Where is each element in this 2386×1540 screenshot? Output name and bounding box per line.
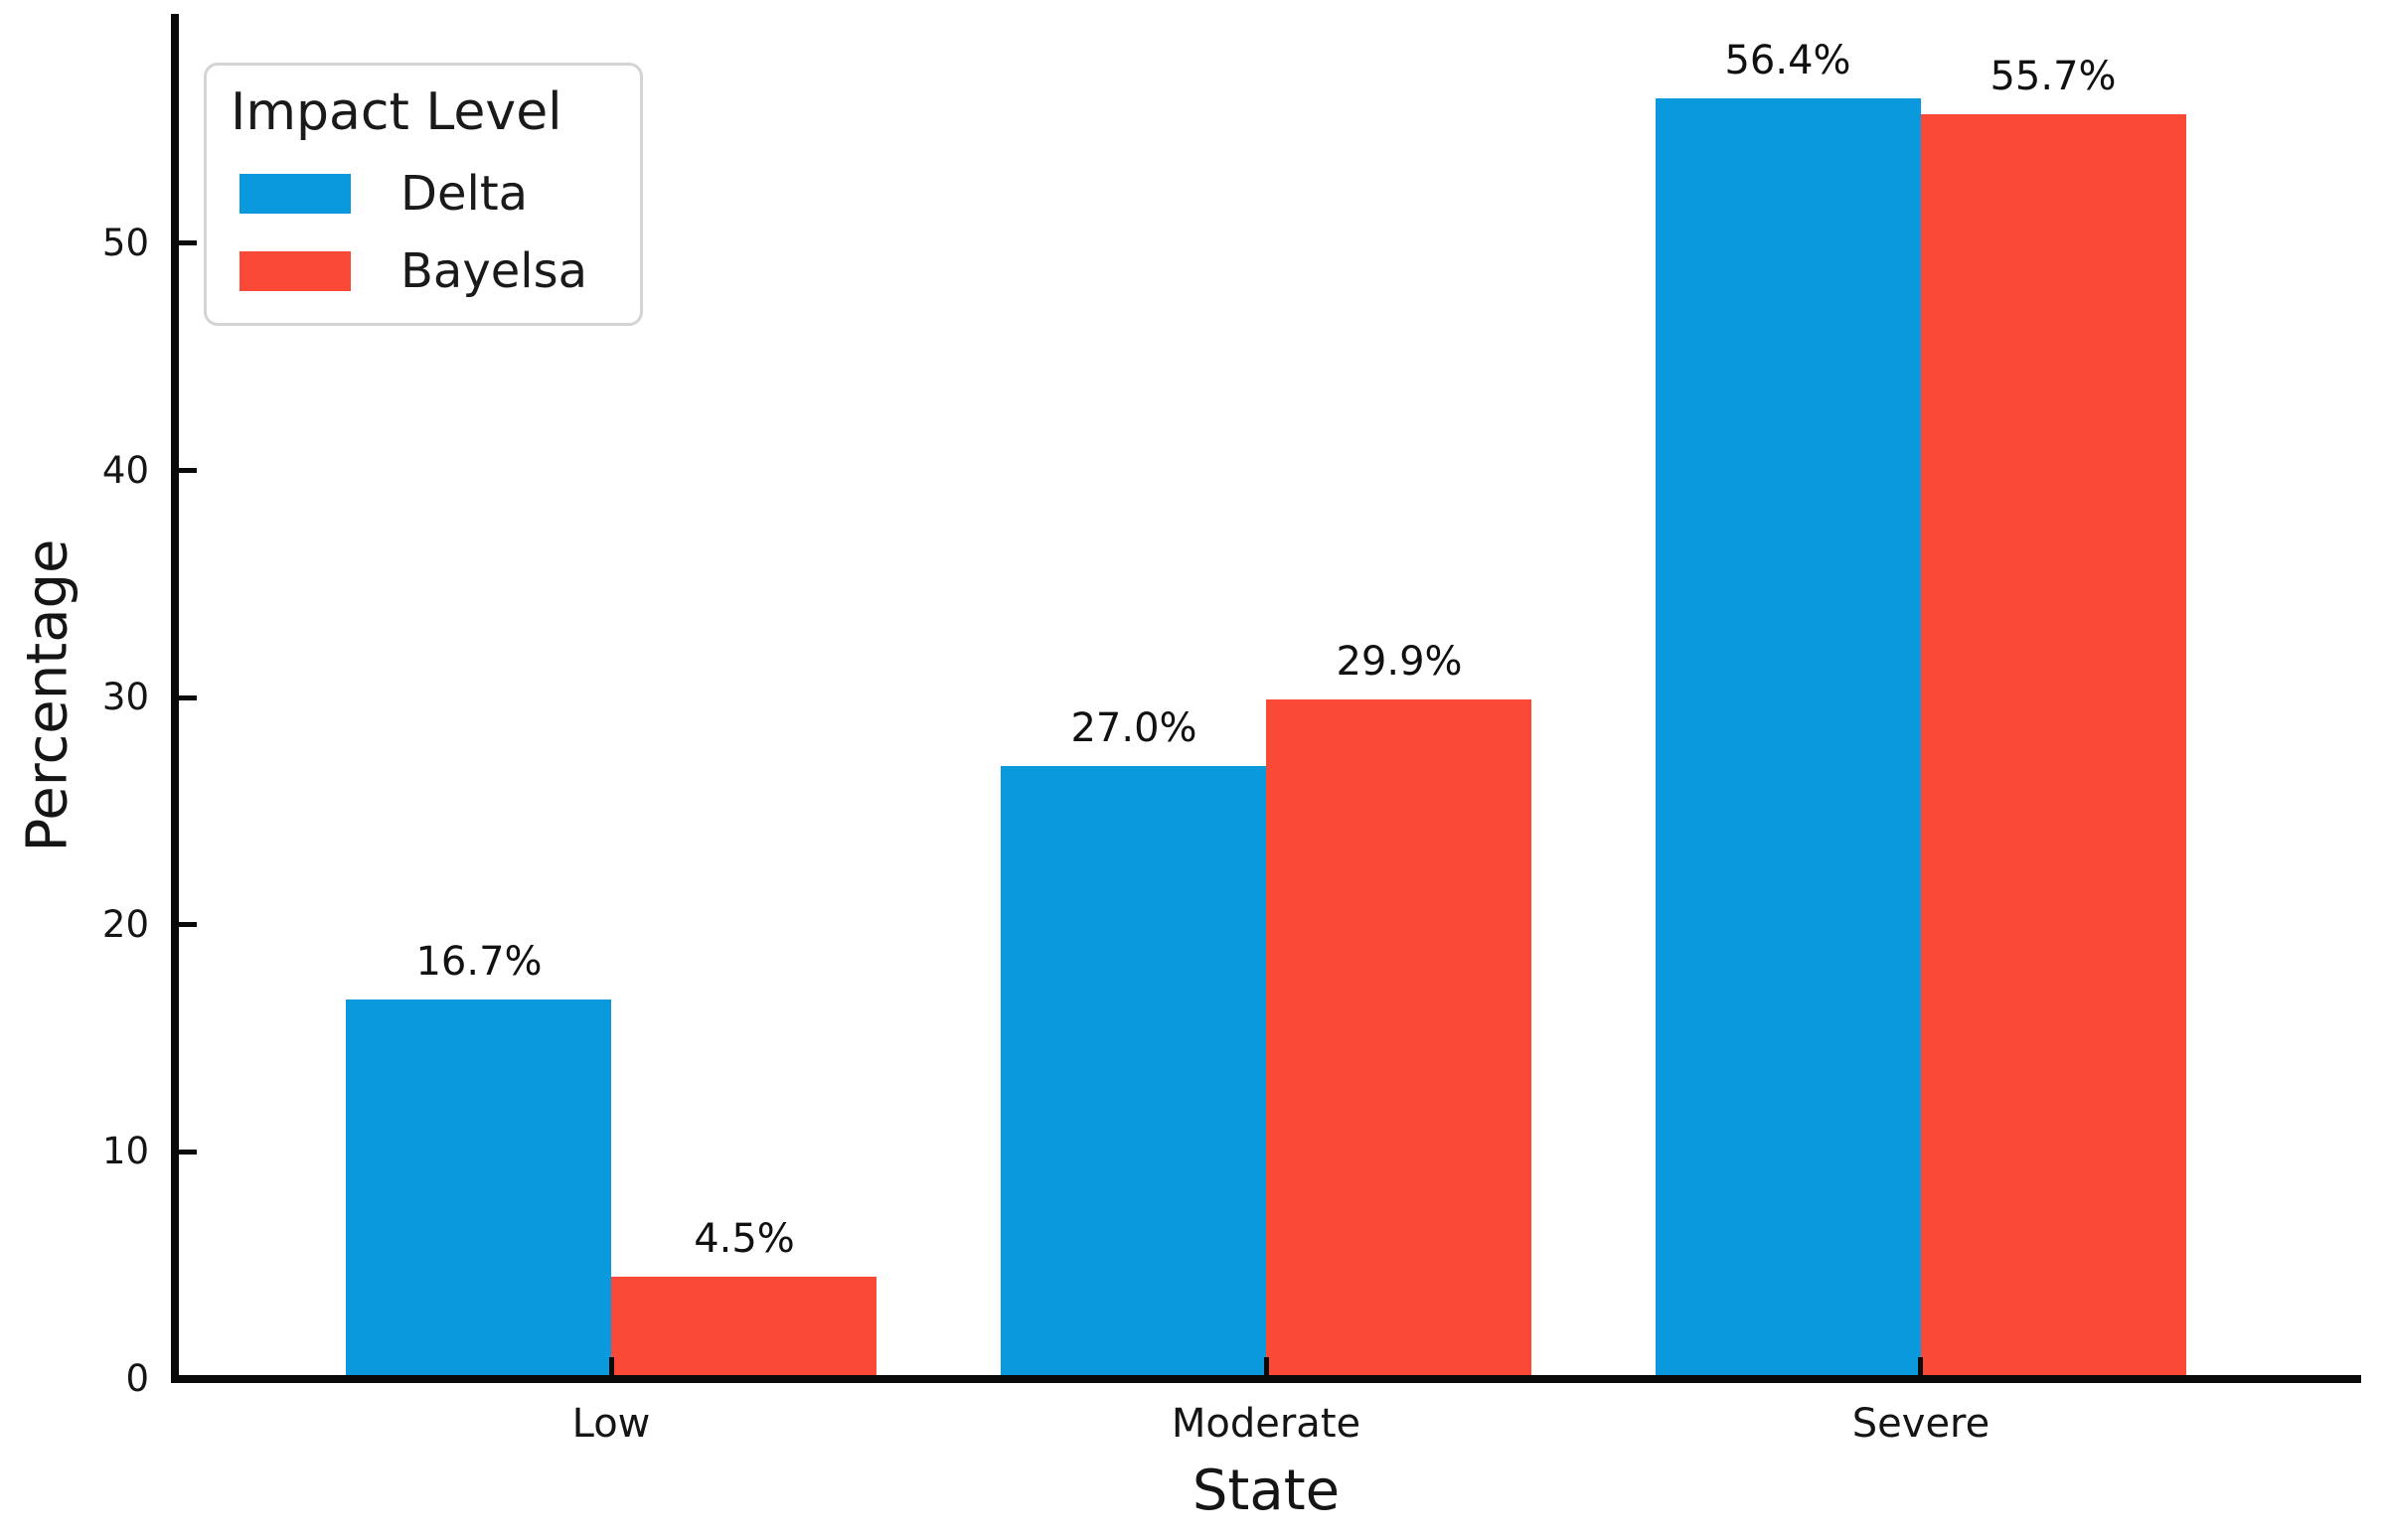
x-tick-label: Severe [1851, 1401, 1990, 1447]
y-tick-mark [175, 468, 197, 473]
x-tick-mark [1264, 1357, 1269, 1379]
bar-value-label: 29.9% [1336, 639, 1463, 685]
y-tick-mark [175, 695, 197, 700]
y-tick-mark [175, 922, 197, 927]
bar-value-label: 56.4% [1724, 38, 1851, 83]
legend-item-label: Bayelsa [400, 243, 588, 300]
legend-item-label: Delta [400, 166, 529, 223]
legend-title: Impact Level [231, 82, 562, 142]
x-tick-mark [609, 1357, 614, 1379]
delta-color-swatch [239, 174, 351, 215]
bar-delta-moderate [1001, 766, 1266, 1379]
bayelsa-color-swatch [239, 251, 351, 292]
bar-bayelsa-low [611, 1277, 876, 1379]
x-tick-label: Low [571, 1401, 651, 1447]
legend-item-delta: Delta [239, 166, 616, 222]
plot-area: 16.7% 4.5% 27.0% 29.9% 56.4% 55.7% [175, 14, 2357, 1382]
bar-value-label: 16.7% [415, 939, 543, 985]
bar-value-label: 27.0% [1070, 705, 1197, 751]
y-axis-title: Percentage [15, 539, 80, 852]
x-axis-spine [171, 1375, 2361, 1383]
y-tick-label: 20 [101, 903, 149, 946]
bar-bayelsa-severe [1921, 114, 2186, 1379]
y-tick-label: 30 [101, 676, 149, 718]
x-axis-title: State [1192, 1459, 1341, 1523]
legend-item-bayelsa: Bayelsa [239, 243, 616, 299]
y-tick-label: 50 [101, 222, 149, 264]
y-tick-mark [175, 1377, 197, 1382]
legend: Impact Level Delta Bayelsa [204, 63, 643, 326]
y-tick-label: 0 [125, 1357, 149, 1400]
y-tick-mark [175, 240, 197, 245]
x-tick-mark [1918, 1357, 1923, 1379]
bar-delta-low [346, 1000, 611, 1379]
y-tick-label: 10 [101, 1130, 149, 1172]
y-tick-label: 40 [101, 449, 149, 492]
bar-value-label: 55.7% [1989, 54, 2117, 99]
bar-bayelsa-moderate [1266, 699, 1531, 1379]
y-tick-mark [175, 1150, 197, 1155]
bar-delta-severe [1656, 98, 1921, 1379]
bar-value-label: 4.5% [694, 1216, 795, 1262]
x-tick-label: Moderate [1171, 1401, 1361, 1447]
